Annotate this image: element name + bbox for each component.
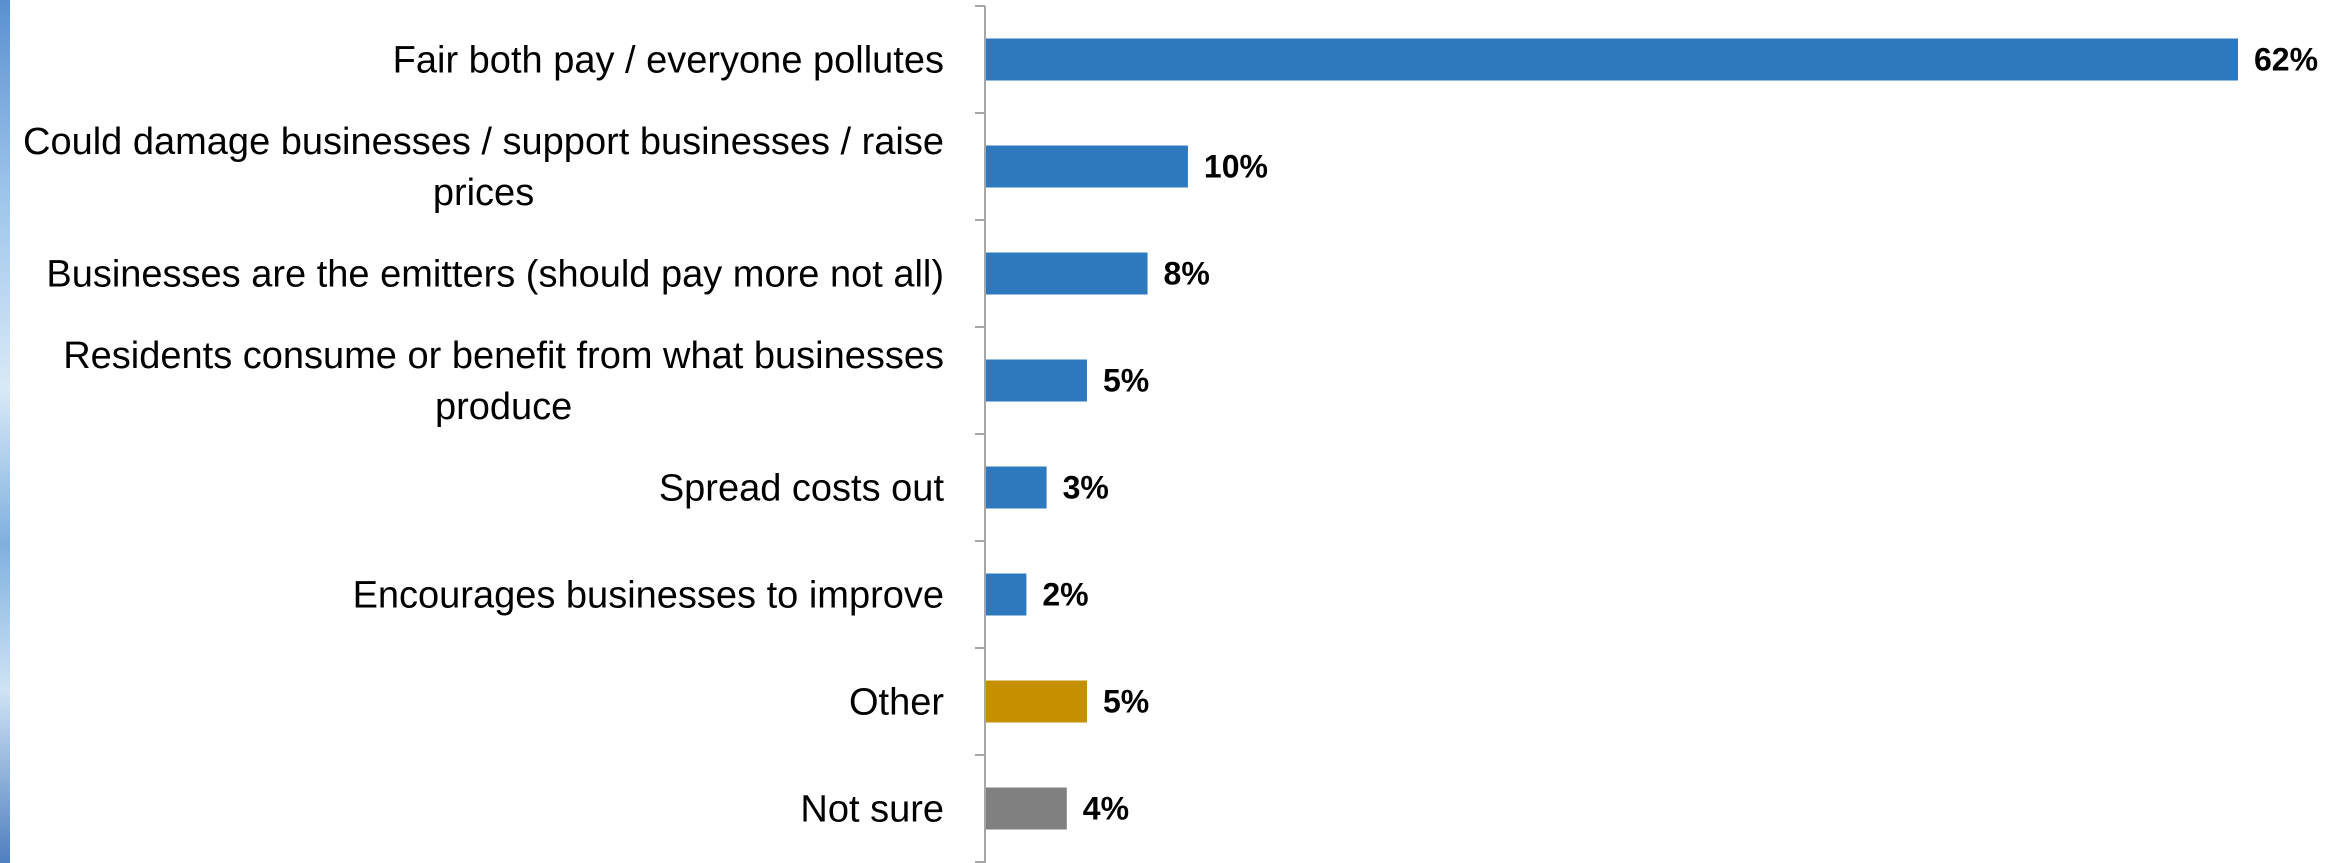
category-label: Not sure bbox=[800, 789, 944, 831]
value-label: 3% bbox=[1063, 470, 1109, 506]
category-label: Businesses are the emitters (should pay … bbox=[46, 254, 944, 296]
category-label-line: produce bbox=[435, 386, 572, 428]
bar bbox=[986, 466, 1047, 509]
y-axis-ticks bbox=[975, 5, 985, 863]
value-label: 5% bbox=[1103, 684, 1149, 720]
category-label: Fair both pay / everyone pollutes bbox=[393, 40, 944, 82]
category-label: Other bbox=[849, 682, 944, 724]
category-label-line: Other bbox=[849, 682, 944, 724]
bar bbox=[986, 787, 1067, 830]
value-label: 10% bbox=[1204, 149, 1268, 185]
category-label-line: Businesses are the emitters (should pay … bbox=[46, 254, 944, 296]
value-label: 2% bbox=[1042, 577, 1088, 613]
category-label-line: Fair both pay / everyone pollutes bbox=[393, 40, 944, 82]
category-label-line: Encourages businesses to improve bbox=[353, 575, 944, 617]
value-label: 62% bbox=[2254, 42, 2318, 78]
bars-group bbox=[986, 38, 2238, 830]
value-labels-group: 62% 10% 8% 5% 3% 2% 5% 4% bbox=[1042, 42, 2318, 827]
left-edge-decoration bbox=[0, 0, 10, 863]
bar bbox=[986, 145, 1188, 188]
value-label: 4% bbox=[1083, 791, 1129, 827]
value-label: 8% bbox=[1164, 256, 1210, 292]
category-label: Residents consume or benefit from what b… bbox=[63, 335, 944, 428]
category-label: Could damage businesses / support busine… bbox=[23, 121, 944, 214]
category-label-line: Residents consume or benefit from what b… bbox=[63, 335, 944, 377]
bar bbox=[986, 359, 1087, 402]
bar bbox=[986, 252, 1148, 295]
category-label-line: Spread costs out bbox=[659, 468, 945, 510]
category-label: Encourages businesses to improve bbox=[353, 575, 944, 617]
category-label: Spread costs out bbox=[659, 468, 945, 510]
value-label: 5% bbox=[1103, 363, 1149, 399]
category-label-line: Could damage businesses / support busine… bbox=[23, 121, 944, 163]
bar bbox=[986, 38, 2238, 81]
category-label-line: Not sure bbox=[800, 789, 944, 831]
bar bbox=[986, 573, 1027, 616]
bar bbox=[986, 680, 1087, 723]
category-labels-group: Fair both pay / everyone pollutes Could d… bbox=[23, 40, 944, 831]
category-label-line: prices bbox=[433, 172, 534, 214]
